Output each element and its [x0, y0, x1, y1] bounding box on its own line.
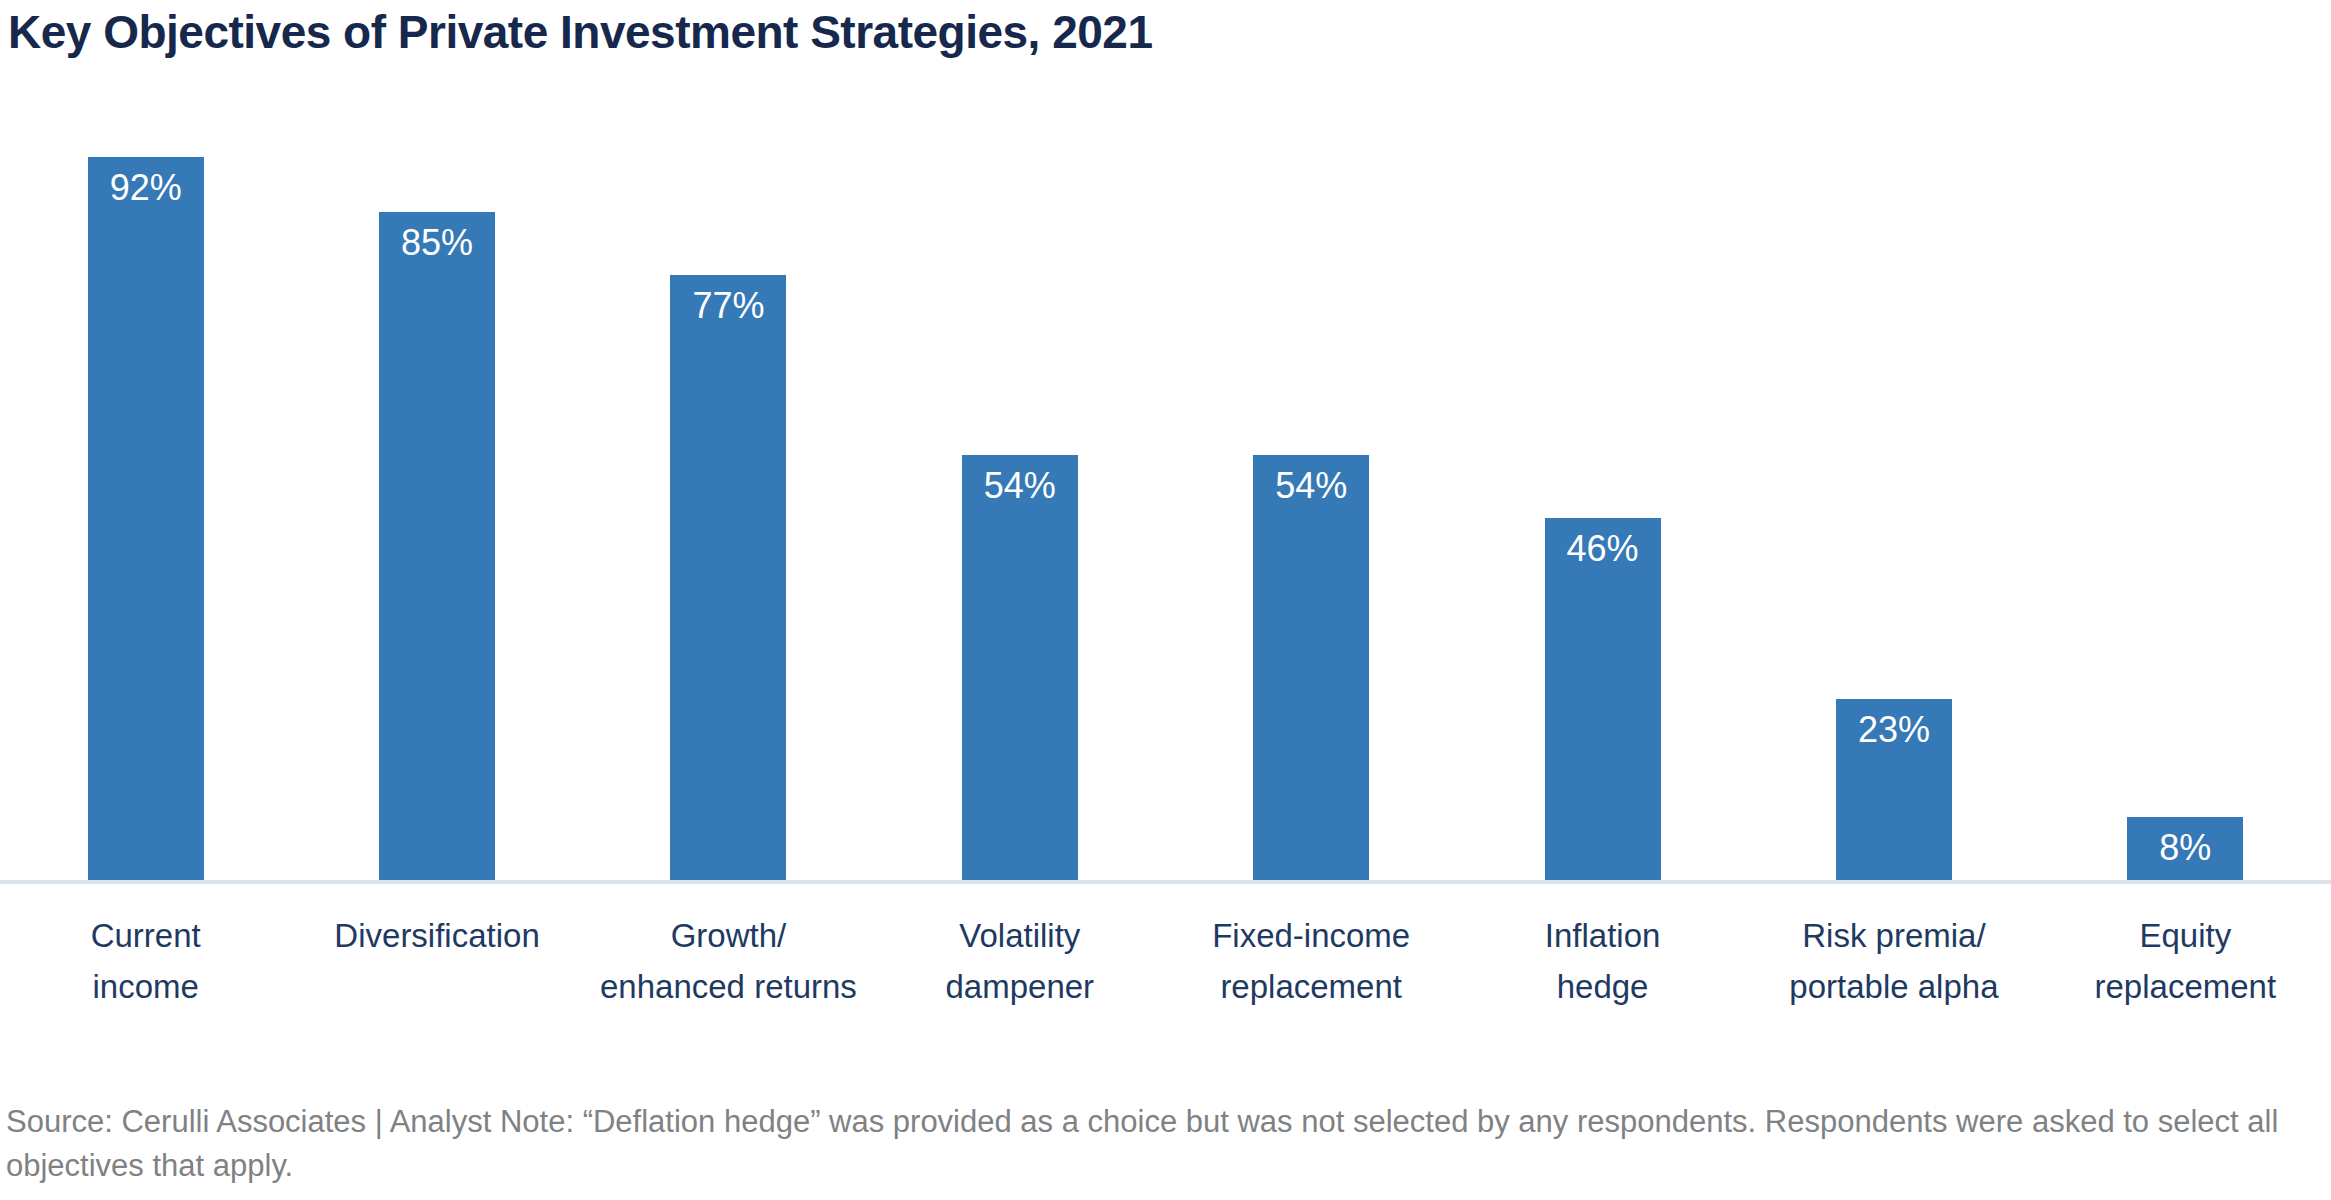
chart-page: Key Objectives of Private Investment Str… — [0, 0, 2331, 1200]
bar: 92% — [88, 157, 204, 880]
bar: 54% — [962, 455, 1078, 879]
bar-column: 8% — [2040, 94, 2331, 880]
category-label: Fixed-income replacement — [1166, 910, 1457, 1012]
category-label: Equity replacement — [2040, 910, 2331, 1012]
chart-title: Key Objectives of Private Investment Str… — [0, 0, 2331, 59]
bar: 8% — [2127, 817, 2243, 880]
bar: 46% — [1545, 518, 1661, 880]
bar-column: 77% — [583, 94, 874, 880]
bar-column: 54% — [1166, 94, 1457, 880]
bar-value-label: 85% — [401, 212, 473, 261]
bar: 54% — [1253, 455, 1369, 879]
category-axis: Current income Diversification Growth/ e… — [0, 910, 2331, 1012]
plot-area: 92% 85% 77% 54% 54% 46% 23% 8% — [0, 94, 2331, 884]
bar: 23% — [1836, 699, 1952, 880]
bar-column: 46% — [1457, 94, 1748, 880]
category-label: Inflation hedge — [1457, 910, 1748, 1012]
bar-value-label: 46% — [1567, 518, 1639, 567]
bar: 85% — [379, 212, 495, 880]
bar-value-label: 77% — [692, 275, 764, 324]
bar-column: 92% — [0, 94, 291, 880]
category-label: Volatility dampener — [874, 910, 1165, 1012]
bar-value-label: 92% — [110, 157, 182, 206]
bar-value-label: 54% — [984, 455, 1056, 504]
bar-column: 54% — [874, 94, 1165, 880]
bar-column: 23% — [1748, 94, 2039, 880]
category-label: Growth/ enhanced returns — [583, 910, 874, 1012]
bar-value-label: 54% — [1275, 455, 1347, 504]
category-label: Current income — [0, 910, 291, 1012]
category-label: Risk premia/ portable alpha — [1748, 910, 2039, 1012]
bar-value-label: 8% — [2159, 817, 2211, 866]
bar-column: 85% — [291, 94, 582, 880]
source-note: Source: Cerulli Associates | Analyst Not… — [0, 1100, 2320, 1200]
bar-value-label: 23% — [1858, 699, 1930, 748]
bar: 77% — [670, 275, 786, 880]
category-label: Diversification — [291, 910, 582, 1012]
